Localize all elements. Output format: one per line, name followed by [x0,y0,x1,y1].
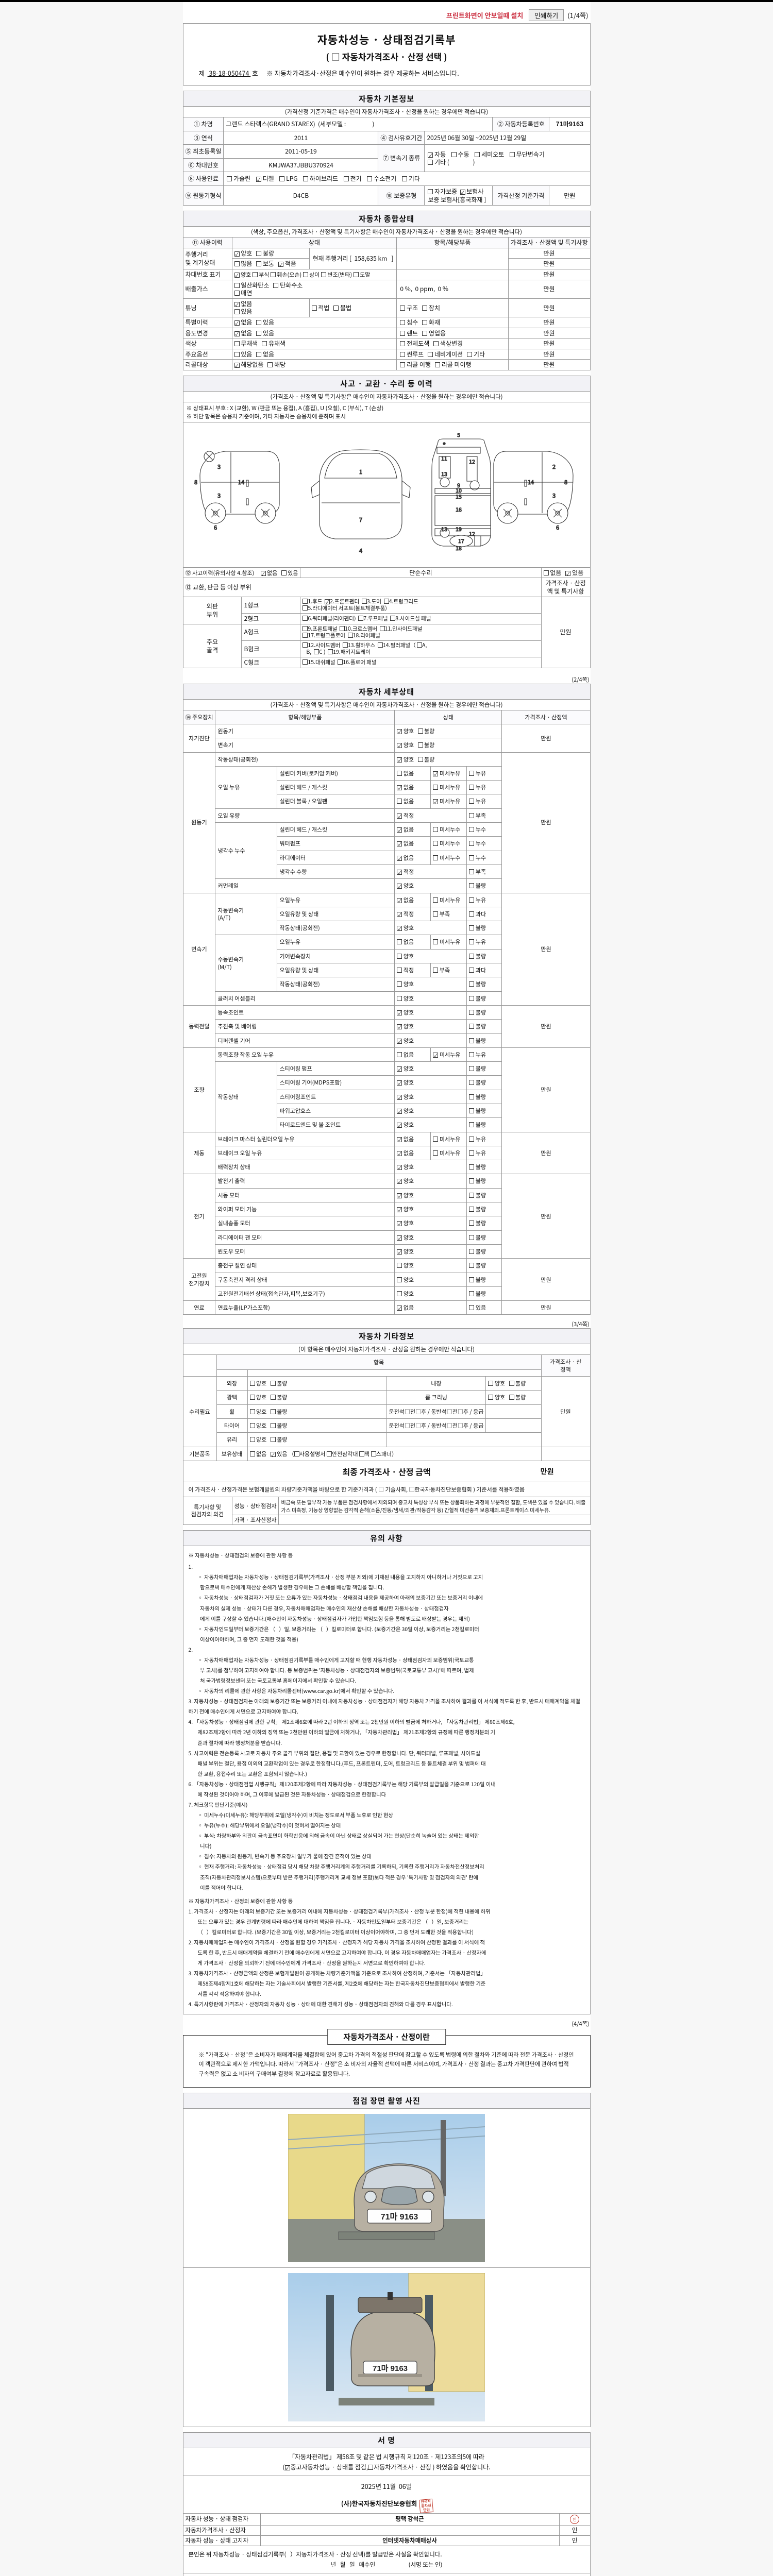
svg-text:13: 13 [441,526,447,533]
svg-text:11: 11 [441,455,447,463]
svg-text:17: 17 [458,537,464,545]
svg-text:3: 3 [217,492,221,500]
svg-text:4: 4 [359,547,362,555]
svg-text:16: 16 [456,506,462,514]
svg-text:14: 14 [238,478,244,486]
svg-text:19: 19 [456,526,462,533]
svg-text:6: 6 [214,523,217,532]
svg-text:3: 3 [217,463,221,471]
svg-text:8: 8 [194,478,197,486]
svg-text:71마 9163: 71마 9163 [373,2364,408,2373]
svg-text:3: 3 [552,492,556,500]
svg-text:12: 12 [469,458,475,466]
svg-text:15: 15 [456,493,462,501]
svg-text:7: 7 [359,516,362,524]
svg-text:13: 13 [441,470,447,478]
svg-text:71마 9163: 71마 9163 [381,2212,418,2222]
svg-text:12: 12 [469,530,475,538]
svg-text:18: 18 [456,545,462,552]
svg-text:8: 8 [564,478,567,486]
svg-text:5: 5 [457,431,460,439]
svg-text:6: 6 [556,523,559,532]
svg-text:14: 14 [528,478,534,486]
svg-text:2: 2 [552,463,556,471]
svg-text:1: 1 [359,468,362,476]
